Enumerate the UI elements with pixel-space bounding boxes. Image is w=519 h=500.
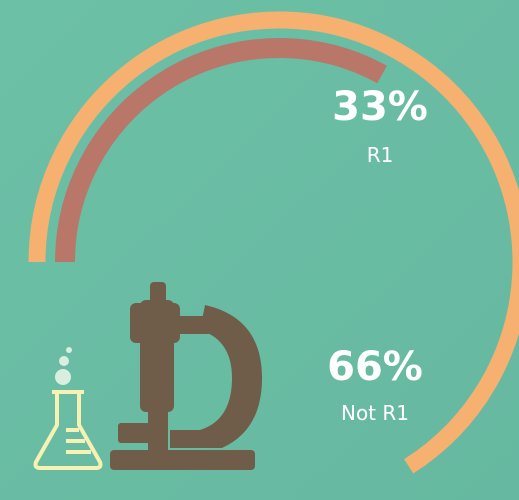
category-label: Not R1 [341, 401, 409, 425]
category-label: R1 [367, 143, 394, 167]
chart: 33% R1 66% Not R1 [0, 0, 519, 500]
value-label: 66% [327, 344, 423, 390]
value-label: 33% [332, 84, 428, 130]
